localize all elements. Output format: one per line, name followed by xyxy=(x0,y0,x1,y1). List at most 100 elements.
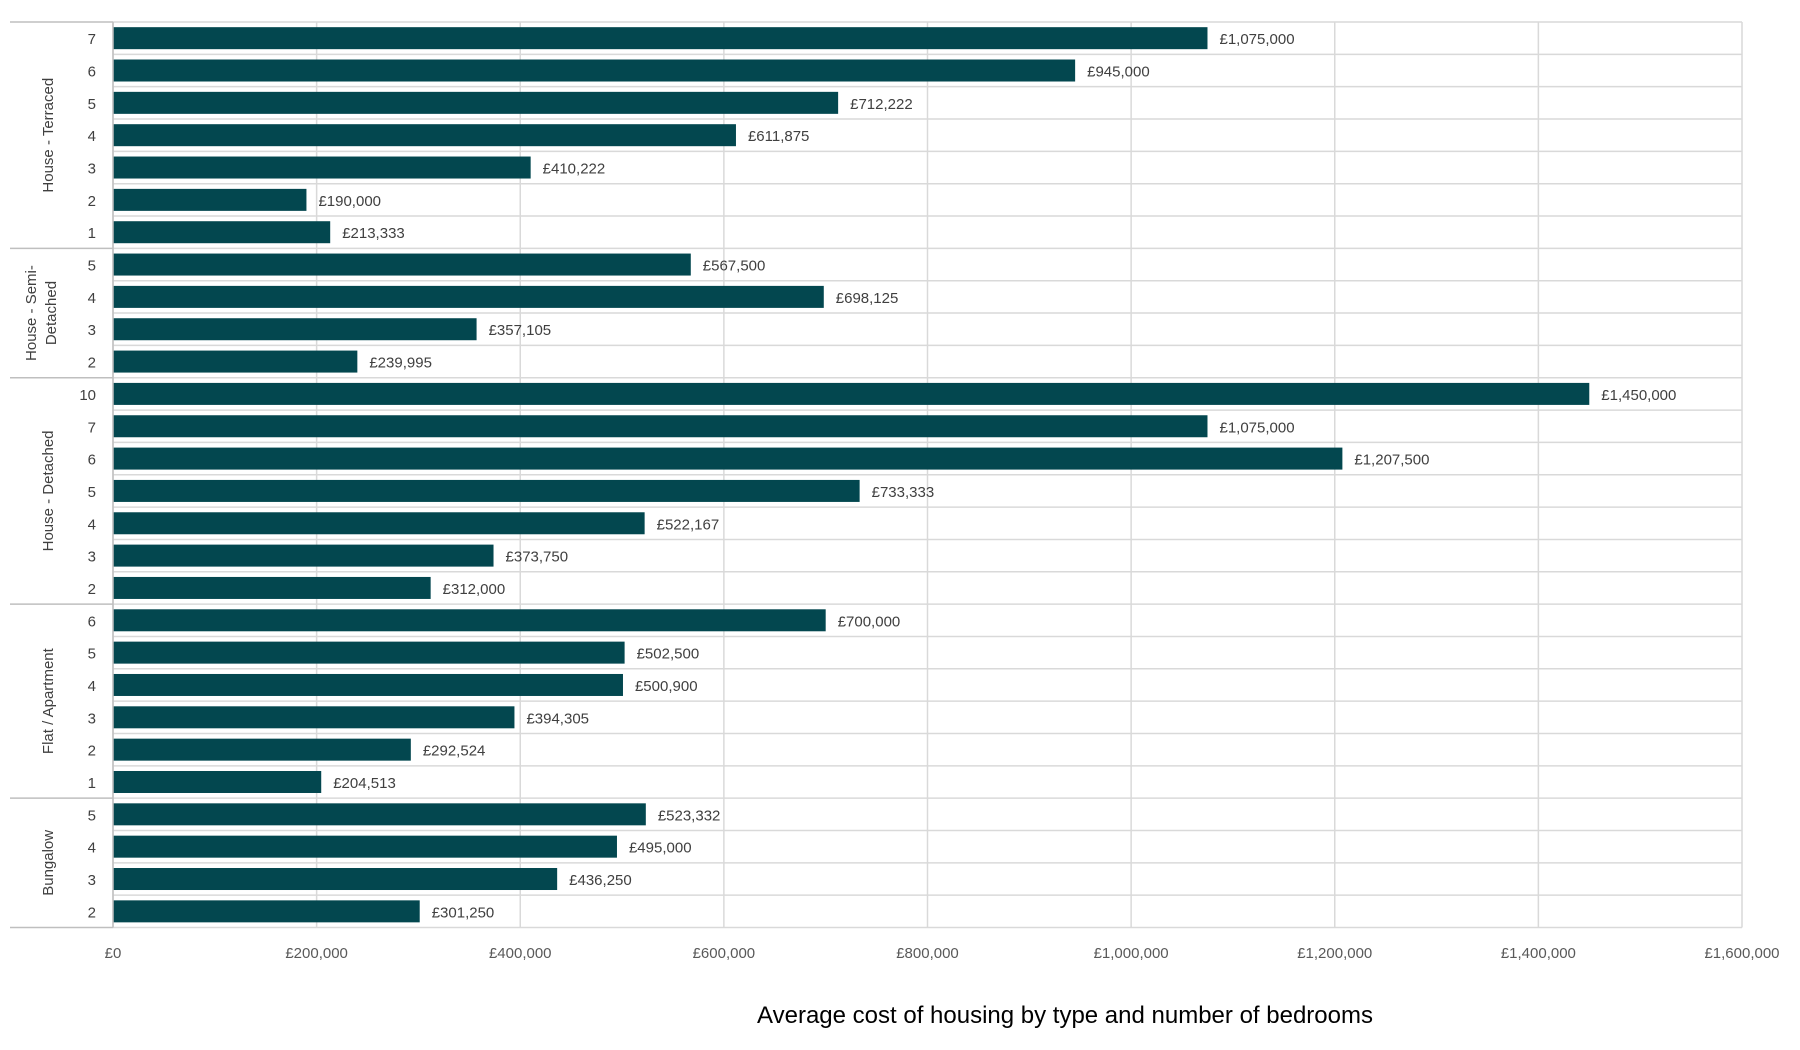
category-label: 10 xyxy=(79,387,96,404)
category-label: 1 xyxy=(88,775,96,792)
data-label: £292,524 xyxy=(423,743,486,760)
data-label: £502,500 xyxy=(637,646,700,663)
data-label: £567,500 xyxy=(703,258,766,275)
data-label: £301,250 xyxy=(432,904,495,921)
data-label: £357,105 xyxy=(489,322,552,339)
group-label: House - Detached xyxy=(40,430,57,551)
bar xyxy=(113,738,411,761)
category-label: 6 xyxy=(88,64,96,81)
data-label: £1,450,000 xyxy=(1601,387,1676,404)
category-label: 5 xyxy=(88,484,96,501)
bar xyxy=(113,350,358,373)
data-label: £523,332 xyxy=(658,807,721,824)
category-label: 7 xyxy=(88,419,96,436)
data-label: £522,167 xyxy=(657,516,720,533)
group-label: House - Terraced xyxy=(40,78,57,193)
group-label: Flat / Apartment xyxy=(40,647,57,754)
data-label: £733,333 xyxy=(872,484,935,501)
bar xyxy=(113,27,1208,50)
bar xyxy=(113,641,625,664)
bar xyxy=(113,221,331,244)
category-label: 2 xyxy=(88,743,96,760)
category-label: 2 xyxy=(88,355,96,372)
bar xyxy=(113,900,420,923)
group-label: House - Semi- Detached xyxy=(23,265,60,361)
data-label: £1,075,000 xyxy=(1219,31,1294,48)
bar xyxy=(113,673,623,696)
bar xyxy=(113,576,431,599)
data-label: £410,222 xyxy=(543,161,606,178)
data-label: £1,075,000 xyxy=(1219,419,1294,436)
bar xyxy=(113,803,646,826)
category-label: 2 xyxy=(88,193,96,210)
category-label: 4 xyxy=(88,840,96,857)
x-tick-label: £1,600,000 xyxy=(1704,945,1779,962)
bar xyxy=(113,479,860,502)
category-label: 4 xyxy=(88,516,96,533)
group-label: Bungalow xyxy=(40,830,57,896)
data-label: £495,000 xyxy=(629,840,692,857)
bar xyxy=(113,609,826,632)
category-label: 4 xyxy=(88,290,96,307)
bars-layer xyxy=(113,27,1590,923)
x-tick-label: £0 xyxy=(105,945,122,962)
category-label: 5 xyxy=(88,96,96,113)
category-label: 4 xyxy=(88,678,96,695)
x-tick-label: £400,000 xyxy=(489,945,552,962)
x-tick-label: £800,000 xyxy=(896,945,959,962)
bar xyxy=(113,91,839,114)
data-label: £190,000 xyxy=(318,193,381,210)
bar xyxy=(113,59,1076,82)
bar xyxy=(113,318,477,341)
data-label: £394,305 xyxy=(526,710,589,727)
x-tick-label: £200,000 xyxy=(285,945,348,962)
category-label: 6 xyxy=(88,452,96,469)
data-label: £611,875 xyxy=(748,128,809,145)
bar xyxy=(113,285,824,308)
x-tick-label: £1,000,000 xyxy=(1094,945,1169,962)
category-label: 5 xyxy=(88,646,96,663)
category-label: 7 xyxy=(88,31,96,48)
bar xyxy=(113,124,736,147)
category-label: 5 xyxy=(88,807,96,824)
data-label: £312,000 xyxy=(443,581,506,598)
labels-layer: £1,075,000 7 £945,000 6 £712,222 5 £611,875 4 £4… xyxy=(23,31,1676,921)
data-label: £698,125 xyxy=(836,290,899,307)
bar xyxy=(113,835,617,858)
axis-layer: £0 £200,000 £400,000 £600,000 £800,000 £1,000… xyxy=(10,21,1780,962)
bar xyxy=(113,868,558,891)
bar xyxy=(113,382,1590,405)
data-label: £500,900 xyxy=(635,678,698,695)
x-tick-label: £1,200,000 xyxy=(1297,945,1372,962)
data-label: £436,250 xyxy=(569,872,632,889)
category-label: 3 xyxy=(88,872,96,889)
category-label: 3 xyxy=(88,710,96,727)
bar xyxy=(113,706,515,729)
category-label: 2 xyxy=(88,581,96,598)
category-label: 5 xyxy=(88,258,96,275)
category-label: 3 xyxy=(88,161,96,178)
category-label: 3 xyxy=(88,549,96,566)
data-label: £945,000 xyxy=(1087,64,1150,81)
chart-title: Average cost of housing by type and numb… xyxy=(757,1002,1373,1029)
bar xyxy=(113,156,531,179)
data-label: £373,750 xyxy=(506,549,569,566)
bar xyxy=(113,415,1208,438)
x-tick-label: £600,000 xyxy=(693,945,756,962)
bar xyxy=(113,512,645,535)
data-label: £700,000 xyxy=(838,613,901,630)
bar xyxy=(113,188,307,211)
data-label: £213,333 xyxy=(342,225,405,242)
data-label: £204,513 xyxy=(333,775,396,792)
bar xyxy=(113,770,322,793)
category-label: 3 xyxy=(88,322,96,339)
category-label: 2 xyxy=(88,904,96,921)
grid-layer xyxy=(112,21,1743,929)
bar xyxy=(113,447,1343,470)
bar xyxy=(113,253,691,276)
x-tick-label: £1,400,000 xyxy=(1501,945,1576,962)
data-label: £1,207,500 xyxy=(1354,452,1429,469)
data-label: £239,995 xyxy=(369,355,432,372)
